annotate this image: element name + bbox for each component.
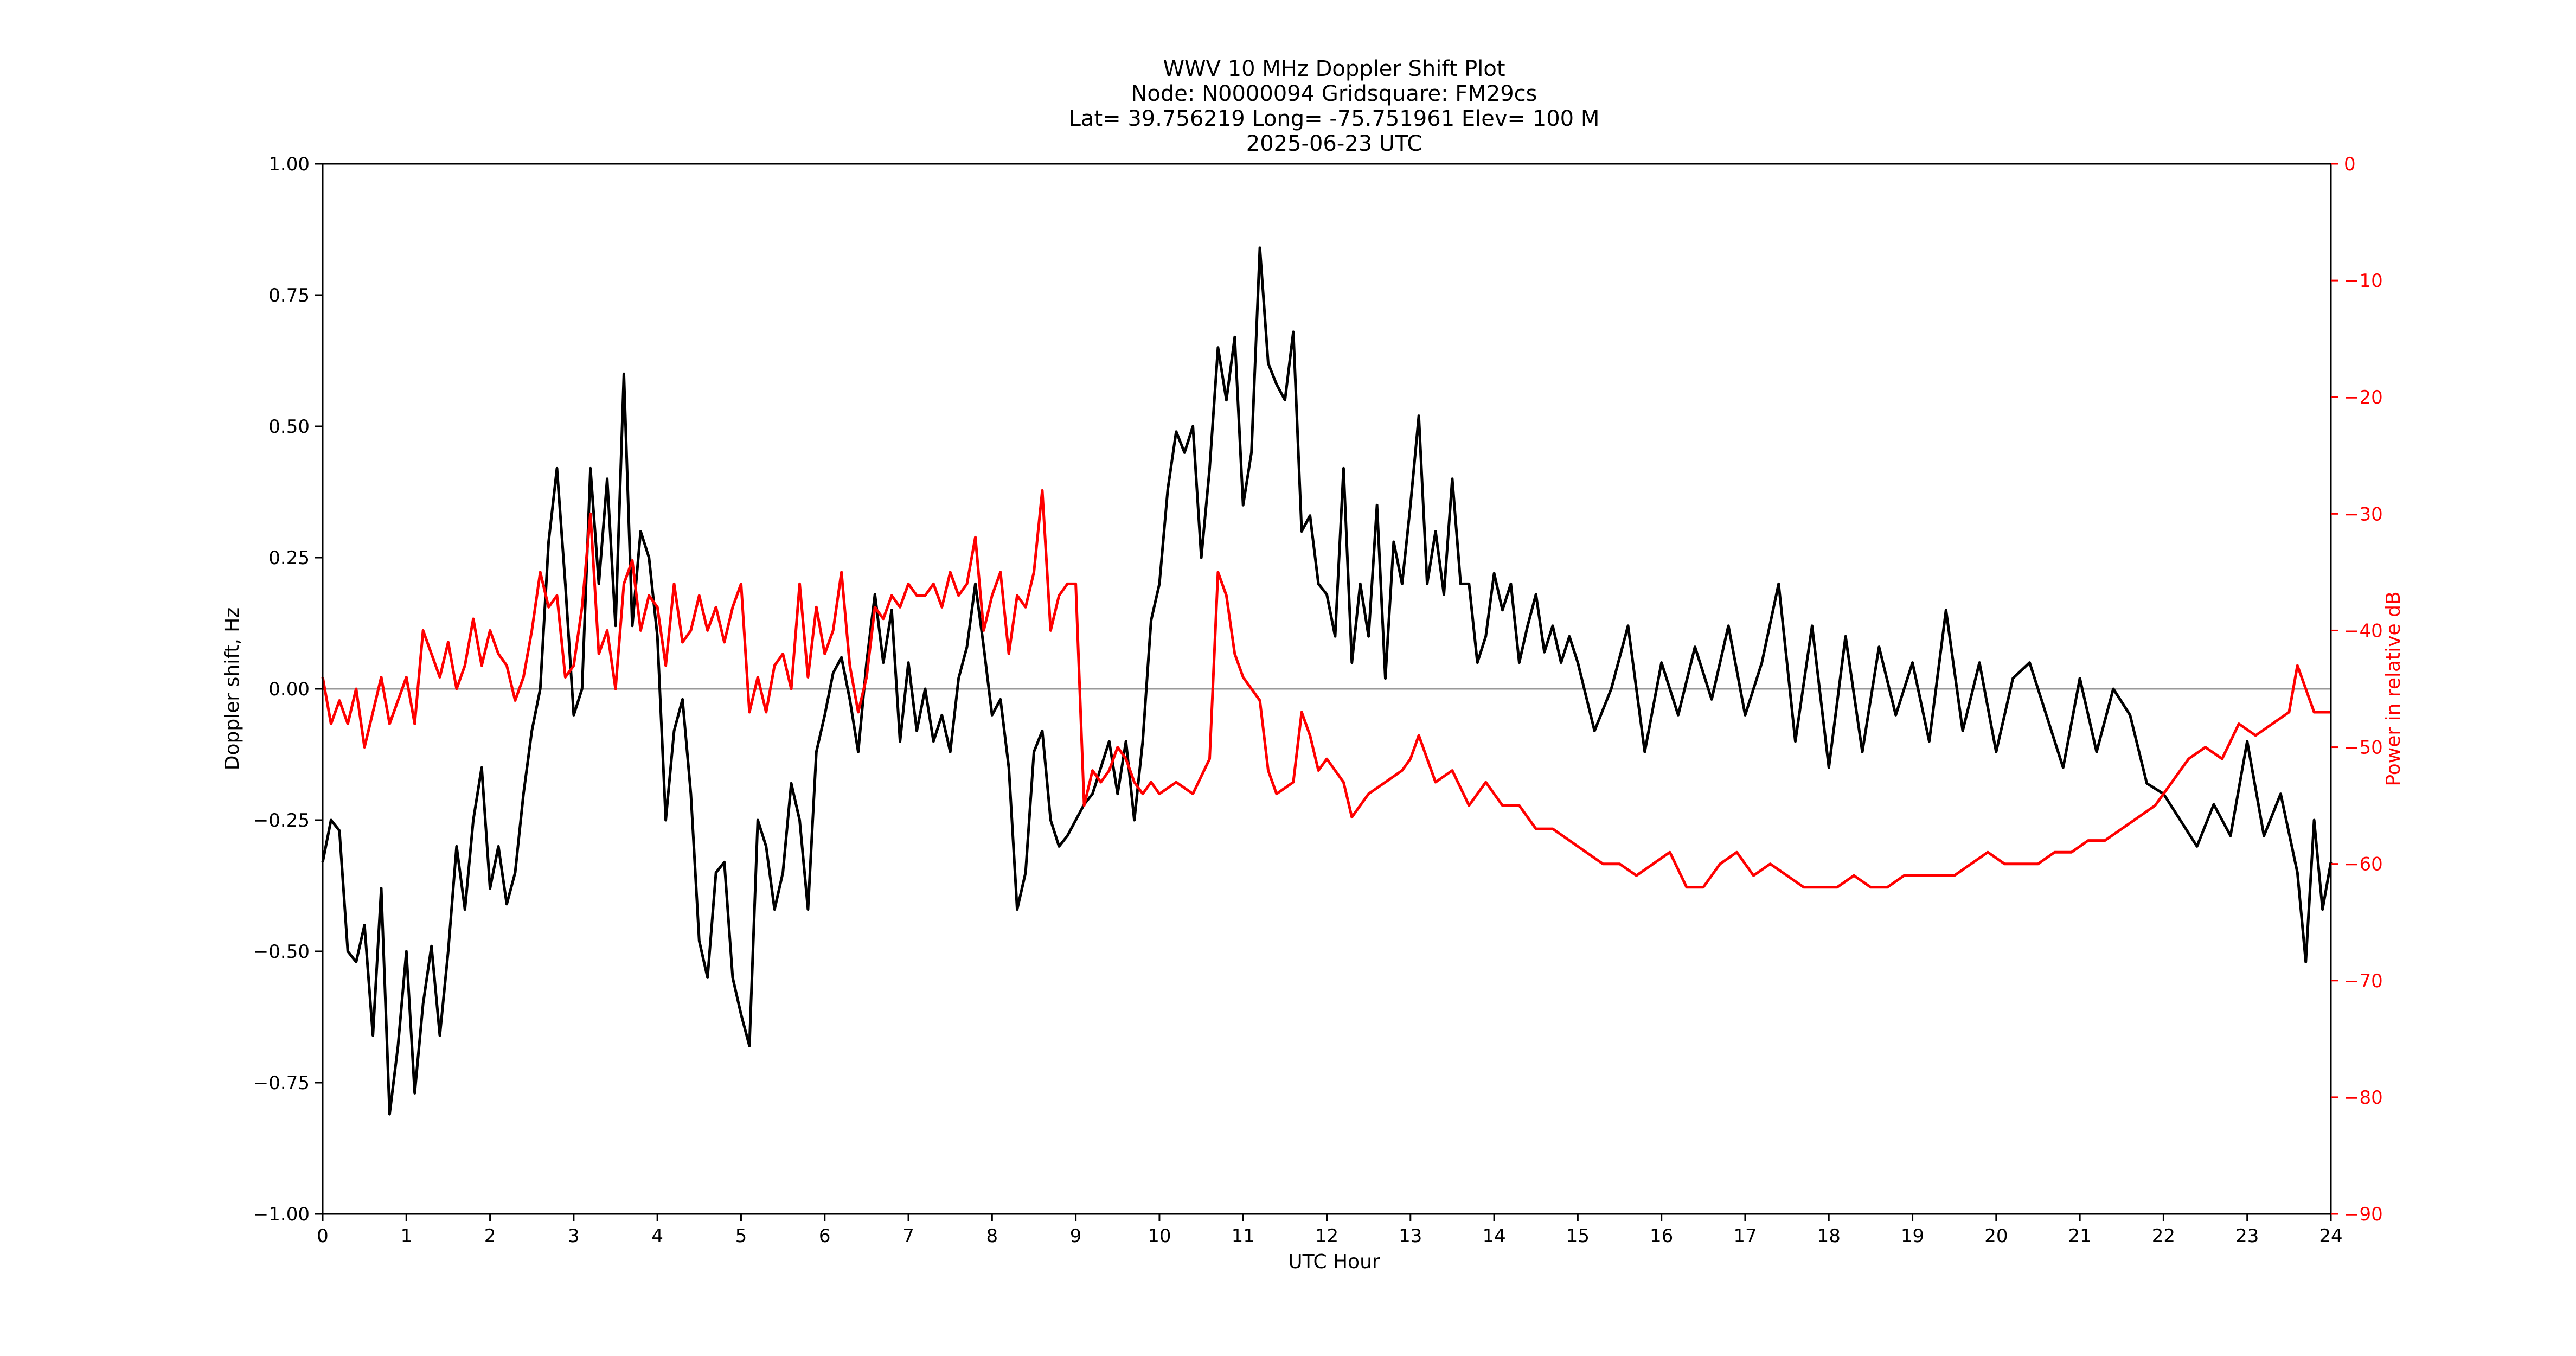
y2-tick-label: −40 (2344, 620, 2383, 642)
y2-axis-label: Power in relative dB (2382, 591, 2405, 786)
x-tick-label: 6 (819, 1225, 831, 1247)
power-series-line (321, 489, 2331, 889)
y-axis-label: Doppler shift, Hz (221, 607, 243, 770)
x-tick-label: 22 (2152, 1225, 2175, 1247)
y-tick-label: 0.50 (268, 416, 310, 438)
x-tick-label: 24 (2319, 1225, 2342, 1247)
y-tick-label: −0.25 (253, 810, 310, 831)
y-tick-label: −1.00 (253, 1204, 310, 1225)
x-tick-label: 3 (568, 1225, 580, 1247)
x-tick-label: 21 (2068, 1225, 2091, 1247)
x-tick-label: 14 (1482, 1225, 1505, 1247)
x-tick-label: 17 (1733, 1225, 1757, 1247)
y2-tick-label: −10 (2344, 270, 2383, 292)
x-axis-label: UTC Hour (1288, 1251, 1380, 1273)
y-tick-label: 0.75 (268, 285, 310, 306)
x-tick-label: 2 (484, 1225, 496, 1247)
y2-tick-label: −50 (2344, 737, 2383, 759)
title-line-2: Node: N0000094 Gridsquare: FM29cs (1131, 81, 1537, 106)
y-tick-label: 0.00 (268, 679, 310, 700)
doppler-series-line (321, 246, 2333, 1116)
plot-area: 0 1 2 3 4 5 6 7 8 9 10 11 12 13 14 15 16 17 18 19 20 21 22 23 24… (253, 153, 2383, 1247)
y2-tick-label: −70 (2344, 970, 2383, 992)
y-tick-label: −0.50 (253, 941, 310, 963)
title-line-1: WWV 10 MHz Doppler Shift Plot (1163, 56, 1505, 81)
y2-tick-label: −60 (2344, 854, 2383, 875)
x-tick-label: 13 (1399, 1225, 1422, 1247)
y2-tick-label: −20 (2344, 387, 2383, 408)
x-tick-label: 10 (1148, 1225, 1171, 1247)
x-tick-label: 7 (902, 1225, 914, 1247)
x-tick-label: 20 (1984, 1225, 2008, 1247)
y2-tick-label: −80 (2344, 1087, 2383, 1109)
x-tick-label: 16 (1650, 1225, 1673, 1247)
x-tick-label: 15 (1566, 1225, 1590, 1247)
x-tick-label: 23 (2235, 1225, 2259, 1247)
title-line-4: 2025-06-23 UTC (1246, 131, 1422, 156)
y2-tick-label: 0 (2344, 153, 2356, 175)
x-tick-label: 11 (1232, 1225, 1255, 1247)
x-tick-label: 8 (986, 1225, 998, 1247)
chart-title: WWV 10 MHz Doppler Shift Plot Node: N000… (1069, 56, 1600, 156)
y2-tick-label: −90 (2344, 1204, 2383, 1225)
x-tick-label: 12 (1315, 1225, 1338, 1247)
y2-tick-label: −30 (2344, 503, 2383, 525)
x-tick-label: 1 (400, 1225, 412, 1247)
title-line-3: Lat= 39.756219 Long= -75.751961 Elev= 10… (1069, 106, 1600, 131)
x-tick-label: 4 (651, 1225, 663, 1247)
x-tick-label: 5 (735, 1225, 747, 1247)
x-tick-label: 9 (1070, 1225, 1082, 1247)
x-tick-label: 18 (1817, 1225, 1841, 1247)
x-tick-label: 19 (1901, 1225, 1924, 1247)
y-tick-label: 1.00 (268, 153, 310, 175)
y-tick-label: −0.75 (253, 1072, 310, 1094)
y-tick-label: 0.25 (268, 547, 310, 569)
x-tick-label: 0 (317, 1225, 329, 1247)
